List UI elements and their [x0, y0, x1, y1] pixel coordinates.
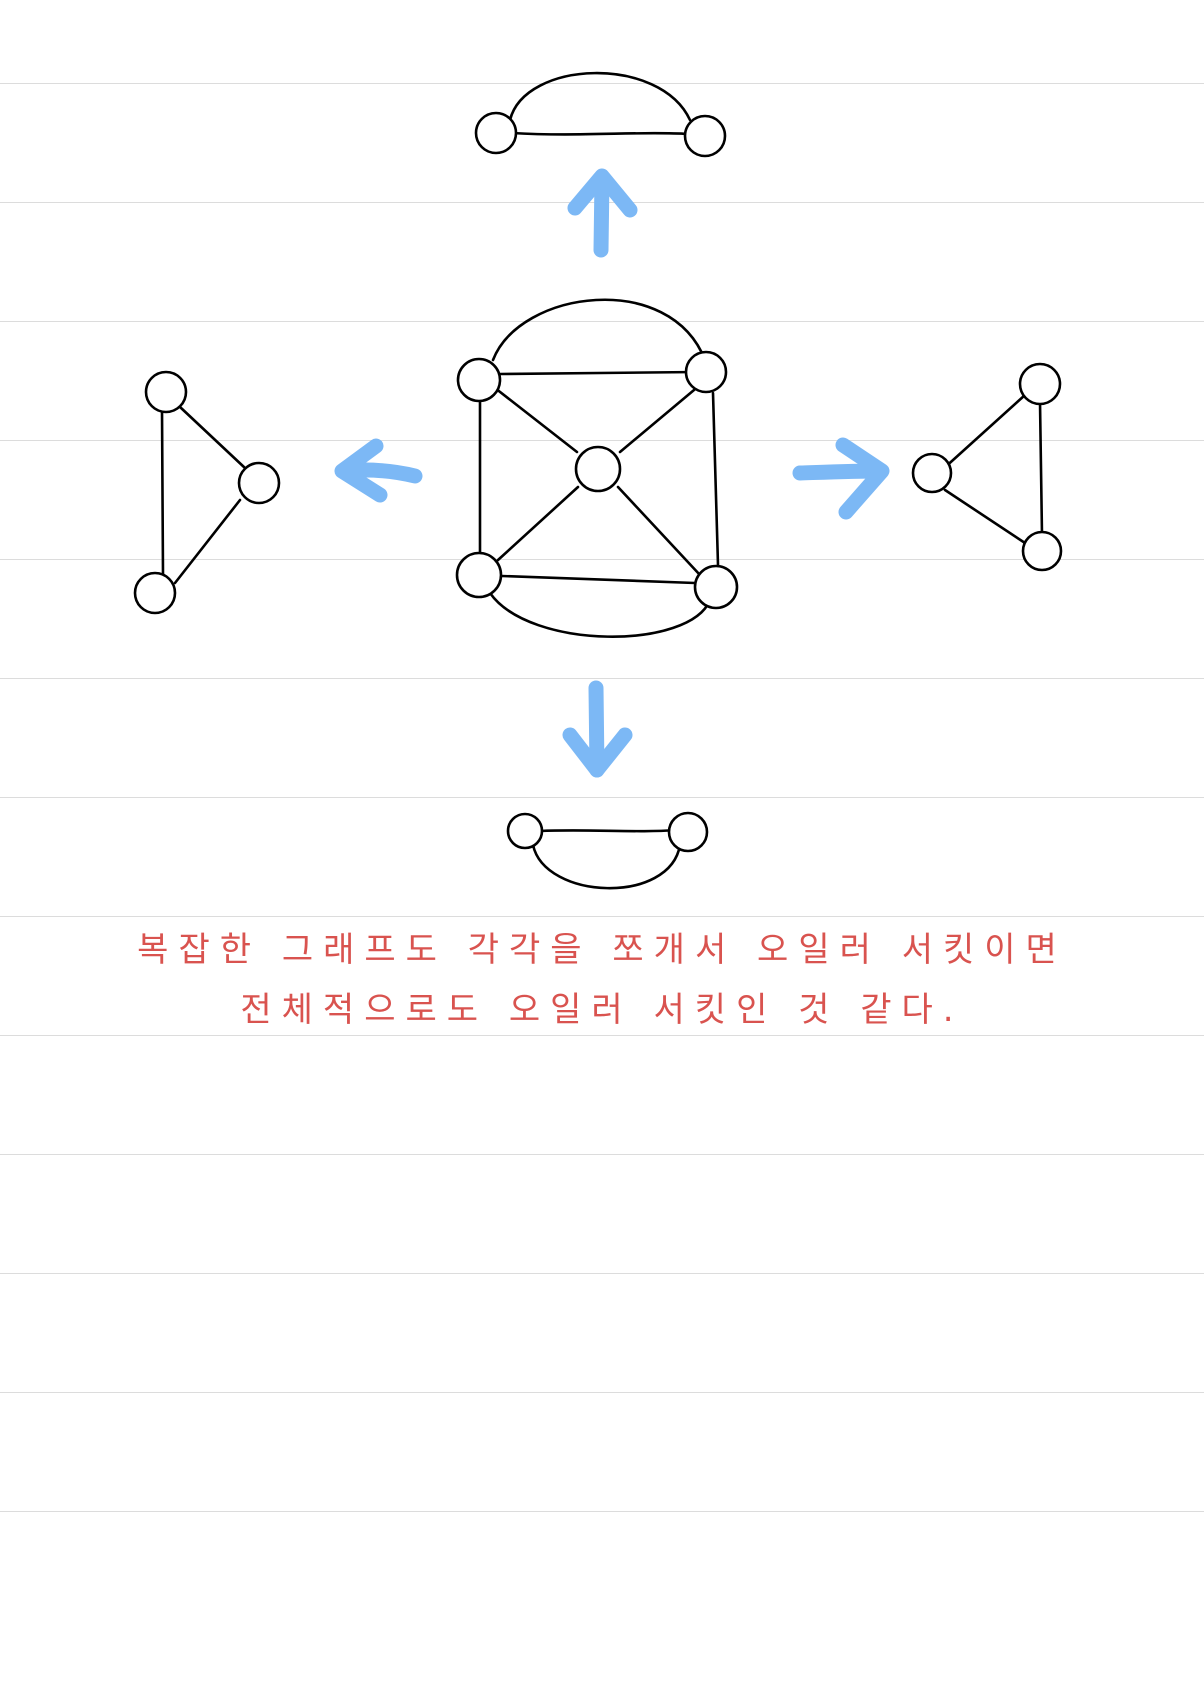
bottom-node-right: [667, 811, 709, 853]
top-edge-arc: [508, 71, 692, 122]
left-node-bottom: [133, 571, 177, 615]
right-arrow: [792, 437, 890, 520]
bottom-edge-straight: [538, 828, 677, 833]
right-node-top: [1018, 362, 1062, 406]
left-edge-vertical: [160, 408, 165, 577]
center-edge-bottom: [500, 574, 697, 585]
right-edge-upper: [940, 393, 1027, 472]
top-node-left: [474, 111, 518, 155]
bottom-subgraph: [506, 811, 709, 890]
center-edge-diag-lr: [616, 485, 702, 577]
center-node-bottom-right: [693, 564, 739, 610]
center-node-top-left: [456, 357, 502, 403]
center-edge-diag-ll: [496, 485, 580, 562]
up-arrow: [567, 168, 638, 258]
center-edge-bottom-arc: [488, 591, 712, 638]
right-node-bottom: [1021, 530, 1063, 572]
left-subgraph: [133, 370, 281, 615]
bottom-edge-arc: [531, 843, 682, 890]
center-node-bottom-left: [455, 551, 503, 599]
right-edge-lower: [943, 488, 1027, 545]
down-arrow: [562, 680, 633, 778]
central-graph: [455, 298, 739, 638]
handwritten-note-line-2: 전체적으로도 오일러 서킷인 것 같다.: [240, 990, 964, 1030]
right-node-left: [911, 452, 953, 494]
left-arrow: [334, 438, 423, 503]
right-subgraph: [911, 362, 1063, 572]
left-node-right: [237, 461, 281, 505]
top-node-right: [683, 114, 727, 158]
center-edge-diag-ur: [618, 383, 702, 454]
center-edge-top: [498, 370, 700, 376]
bottom-node-left: [506, 812, 544, 850]
center-edge-top-arc: [491, 298, 707, 362]
left-edge-lower: [173, 498, 242, 585]
center-node-top-right: [684, 350, 728, 394]
left-edge-upper: [178, 405, 247, 470]
top-subgraph: [474, 71, 727, 158]
center-edge-right: [711, 391, 720, 567]
top-edge-straight: [510, 131, 690, 136]
left-node-top: [144, 370, 188, 414]
center-edge-diag-ul: [493, 386, 579, 454]
handwritten-note-line-1: 복잡한 그래프도 각각을 쪼개서 오일러 서킷이면: [137, 930, 1067, 970]
right-edge-vertical: [1038, 400, 1044, 537]
center-node-middle: [574, 445, 622, 493]
